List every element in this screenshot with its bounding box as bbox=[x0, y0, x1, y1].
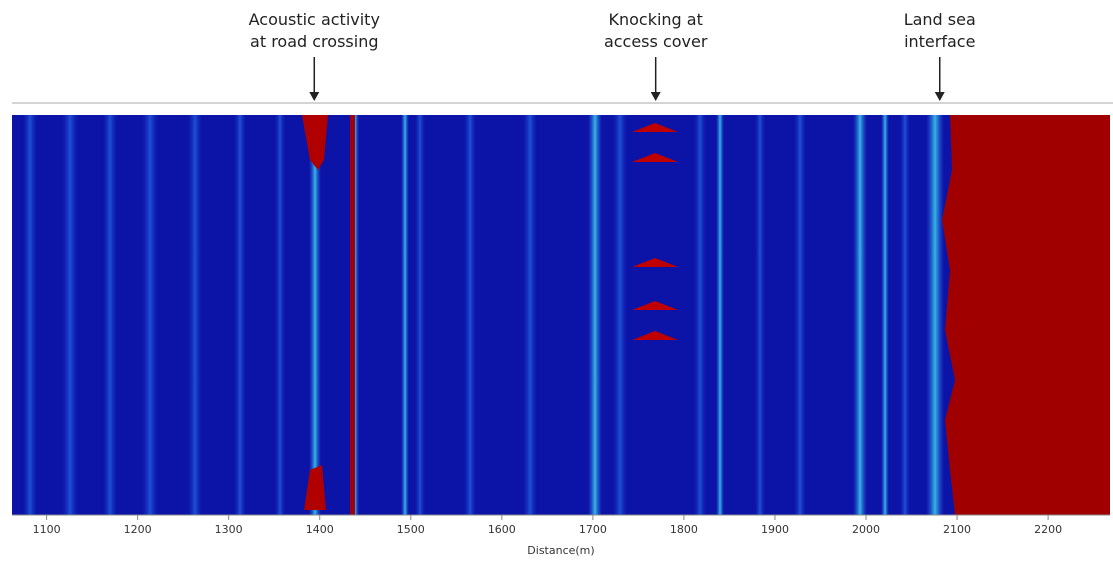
heatmap-hotspot bbox=[401, 115, 409, 515]
annotation-text: interface bbox=[904, 32, 975, 51]
annotation-text: Land sea bbox=[904, 10, 976, 29]
heatmap-stripe bbox=[523, 115, 537, 515]
heatmap-stripe bbox=[142, 115, 158, 515]
heatmap-stripe bbox=[755, 115, 765, 515]
x-tick-label: 1400 bbox=[306, 523, 334, 536]
heatmap-stripe bbox=[794, 115, 806, 515]
heatmap-hotspot bbox=[309, 115, 321, 515]
heatmap-hotspot bbox=[853, 115, 867, 515]
x-tick-label: 2100 bbox=[943, 523, 971, 536]
annotation-text: Acoustic activity bbox=[249, 10, 380, 29]
heatmap-stripe bbox=[62, 115, 78, 515]
heatmap-hotspot bbox=[926, 115, 944, 515]
x-tick-label: 1700 bbox=[579, 523, 607, 536]
heatmap-hotspot bbox=[716, 115, 724, 515]
x-axis-label: Distance(m) bbox=[527, 544, 594, 557]
x-tick-label: 1500 bbox=[397, 523, 425, 536]
heatmap-stripe bbox=[188, 115, 202, 515]
heatmap-stripe bbox=[613, 115, 627, 515]
heatmap-background bbox=[12, 115, 1110, 515]
knock-event bbox=[632, 301, 678, 310]
annotation-text: Knocking at bbox=[608, 10, 702, 29]
heatmap-stripe bbox=[694, 115, 706, 515]
heatmap-stripe bbox=[415, 115, 425, 515]
heatmap-stripe bbox=[275, 115, 285, 515]
annotation-text: at road crossing bbox=[250, 32, 378, 51]
heatmap-hotspot bbox=[881, 115, 889, 515]
x-tick-label: 1100 bbox=[33, 523, 61, 536]
heatmap-stripe bbox=[464, 115, 476, 515]
heatmap bbox=[12, 115, 1110, 515]
knock-event bbox=[632, 153, 678, 162]
x-axis-group: 1100 1200 1300 1400 1500 1600 1700 1800 1900 2000… bbox=[33, 515, 1062, 536]
heatmap-stripe bbox=[900, 115, 910, 515]
heatmap-hotspot bbox=[588, 115, 602, 515]
x-tick-label: 2000 bbox=[852, 523, 880, 536]
annotation-text: access cover bbox=[604, 32, 708, 51]
x-tick-label: 1300 bbox=[215, 523, 243, 536]
x-tick-label: 1200 bbox=[124, 523, 152, 536]
x-tick-label: 1800 bbox=[670, 523, 698, 536]
knock-event bbox=[632, 258, 678, 267]
knock-event bbox=[632, 331, 678, 340]
annotation-arrowhead bbox=[934, 92, 945, 101]
heatmap-stripe bbox=[23, 115, 37, 515]
x-tick-label: 1900 bbox=[761, 523, 789, 536]
heatmap-stripe bbox=[234, 115, 246, 515]
annotation-arrowhead bbox=[309, 92, 320, 101]
knock-event bbox=[632, 123, 678, 132]
red-line bbox=[350, 115, 355, 515]
x-tick-label: 2200 bbox=[1034, 523, 1062, 536]
red-band bbox=[304, 465, 326, 510]
annotation-arrowhead bbox=[650, 92, 661, 101]
red-band bbox=[302, 115, 328, 170]
x-tick-label: 1600 bbox=[488, 523, 516, 536]
heatmap-stripe bbox=[103, 115, 117, 515]
red-region bbox=[942, 115, 1110, 515]
